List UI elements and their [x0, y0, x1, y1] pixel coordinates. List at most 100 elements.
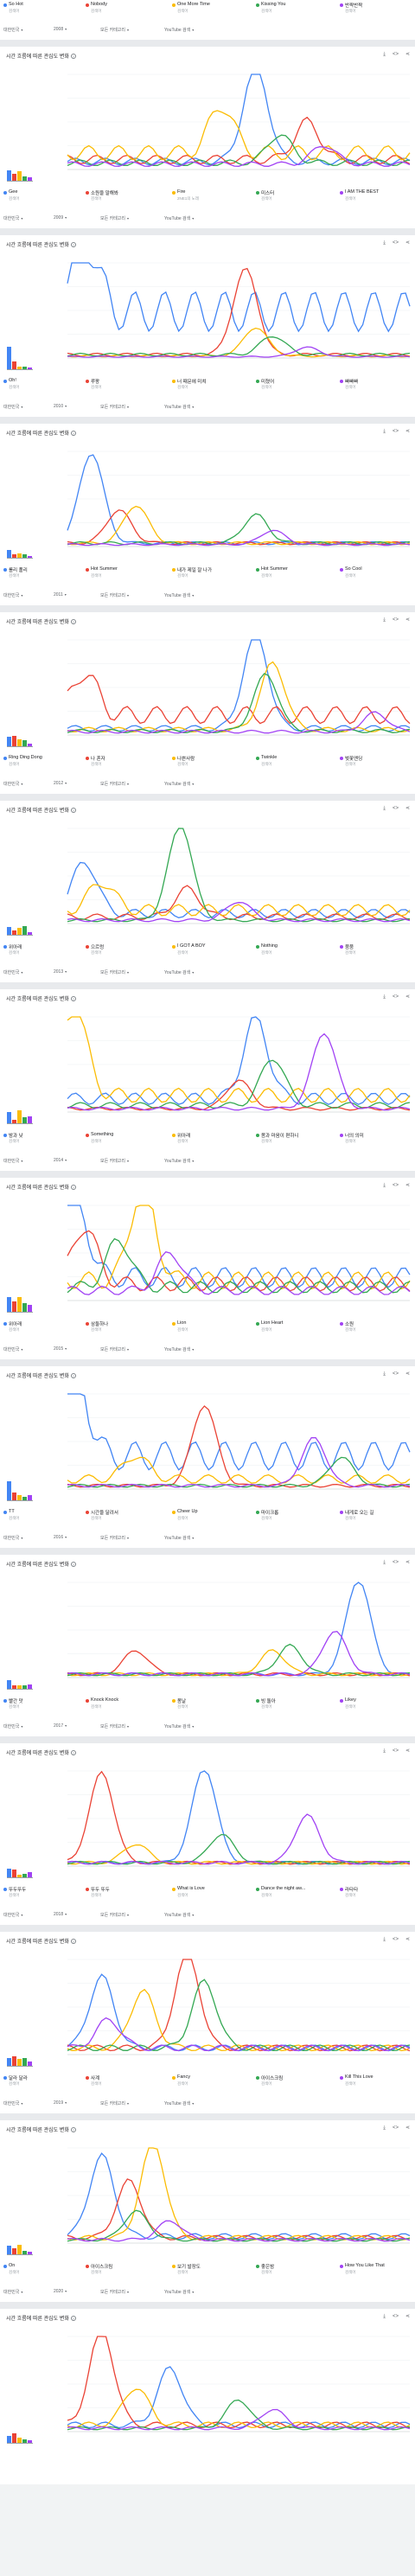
help-icon[interactable]: ? — [70, 1939, 76, 1945]
category-select[interactable]: 모든 카테고리 ▾ — [100, 970, 130, 975]
download-icon[interactable]: ⤓ — [383, 1937, 386, 1942]
embed-icon[interactable]: <> — [392, 806, 399, 811]
share-icon[interactable]: ⋖ — [405, 2314, 410, 2319]
category-select[interactable]: 모든 카테고리 ▾ — [100, 216, 130, 221]
search-type-select[interactable]: YouTube 검색 ▾ — [164, 28, 195, 33]
search-type-select[interactable]: YouTube 검색 ▾ — [164, 405, 195, 410]
region-select[interactable]: 대한민국 ▾ — [3, 1913, 23, 1918]
share-icon[interactable]: ⋖ — [405, 1371, 410, 1377]
download-icon[interactable]: ⤓ — [383, 2314, 386, 2319]
region-select[interactable]: 대한민국 ▾ — [3, 28, 23, 33]
region-select[interactable]: 대한민국 ▾ — [3, 216, 23, 221]
year-select[interactable]: 2014 ▾ — [54, 1158, 67, 1163]
embed-icon[interactable]: <> — [392, 617, 399, 623]
search-type-select[interactable]: YouTube 검색 ▾ — [164, 1536, 195, 1541]
year-select[interactable]: 2009 ▾ — [54, 215, 67, 221]
help-icon[interactable]: ? — [70, 1185, 76, 1191]
year-select[interactable]: 2019 ▾ — [54, 2100, 67, 2106]
region-select[interactable]: 대한민국 ▾ — [3, 405, 23, 410]
share-icon[interactable]: ⋖ — [405, 1183, 410, 1188]
category-select[interactable]: 모든 카테고리 ▾ — [100, 2290, 130, 2295]
embed-icon[interactable]: <> — [392, 1748, 399, 1754]
search-type-select[interactable]: YouTube 검색 ▾ — [164, 782, 195, 787]
search-type-select[interactable]: YouTube 검색 ▾ — [164, 2290, 195, 2295]
region-select[interactable]: 대한민국 ▾ — [3, 593, 23, 598]
search-type-select[interactable]: YouTube 검색 ▾ — [164, 2101, 195, 2106]
share-icon[interactable]: ⋖ — [405, 240, 410, 246]
year-select[interactable]: 2008 ▾ — [54, 27, 67, 32]
embed-icon[interactable]: <> — [392, 2314, 399, 2319]
category-select[interactable]: 모든 카테고리 ▾ — [100, 2101, 130, 2106]
year-select[interactable]: 2011 ▾ — [54, 592, 67, 598]
search-type-select[interactable]: YouTube 검색 ▾ — [164, 1913, 195, 1918]
region-select[interactable]: 대한민국 ▾ — [3, 782, 23, 787]
embed-icon[interactable]: <> — [392, 994, 399, 1000]
share-icon[interactable]: ⋖ — [405, 2125, 410, 2131]
region-select[interactable]: 대한민국 ▾ — [3, 2290, 23, 2295]
help-icon[interactable]: ? — [70, 2316, 76, 2322]
search-type-select[interactable]: YouTube 검색 ▾ — [164, 593, 195, 598]
search-type-select[interactable]: YouTube 검색 ▾ — [164, 970, 195, 975]
download-icon[interactable]: ⤓ — [383, 617, 386, 623]
embed-icon[interactable]: <> — [392, 240, 399, 246]
region-select[interactable]: 대한민국 ▾ — [3, 970, 23, 975]
category-select[interactable]: 모든 카테고리 ▾ — [100, 593, 130, 598]
share-icon[interactable]: ⋖ — [405, 52, 410, 57]
share-icon[interactable]: ⋖ — [405, 806, 410, 811]
embed-icon[interactable]: <> — [392, 1937, 399, 1942]
help-icon[interactable]: ? — [70, 54, 76, 60]
year-select[interactable]: 2012 ▾ — [54, 781, 67, 786]
download-icon[interactable]: ⤓ — [383, 52, 386, 57]
help-icon[interactable]: ? — [70, 431, 76, 437]
search-type-select[interactable]: YouTube 검색 ▾ — [164, 1159, 195, 1164]
embed-icon[interactable]: <> — [392, 1371, 399, 1377]
category-select[interactable]: 모든 카테고리 ▾ — [100, 1913, 130, 1918]
download-icon[interactable]: ⤓ — [383, 806, 386, 811]
download-icon[interactable]: ⤓ — [383, 240, 386, 246]
embed-icon[interactable]: <> — [392, 2125, 399, 2131]
category-select[interactable]: 모든 카테고리 ▾ — [100, 405, 130, 410]
share-icon[interactable]: ⋖ — [405, 994, 410, 1000]
embed-icon[interactable]: <> — [392, 1183, 399, 1188]
help-icon[interactable]: ? — [70, 1562, 76, 1568]
download-icon[interactable]: ⤓ — [383, 1183, 386, 1188]
category-select[interactable]: 모든 카테고리 ▾ — [100, 782, 130, 787]
region-select[interactable]: 대한민국 ▾ — [3, 1536, 23, 1541]
year-select[interactable]: 2020 ▾ — [54, 2289, 67, 2294]
year-select[interactable]: 2015 ▾ — [54, 1346, 67, 1352]
region-select[interactable]: 대한민국 ▾ — [3, 1347, 23, 1352]
download-icon[interactable]: ⤓ — [383, 1371, 386, 1377]
help-icon[interactable]: ? — [70, 1750, 76, 1756]
category-select[interactable]: 모든 카테고리 ▾ — [100, 28, 130, 33]
download-icon[interactable]: ⤓ — [383, 429, 386, 434]
share-icon[interactable]: ⋖ — [405, 1937, 410, 1942]
help-icon[interactable]: ? — [70, 996, 76, 1002]
year-select[interactable]: 2013 ▾ — [54, 969, 67, 975]
share-icon[interactable]: ⋖ — [405, 1560, 410, 1565]
year-select[interactable]: 2017 ▾ — [54, 1723, 67, 1729]
help-icon[interactable]: ? — [70, 1373, 76, 1379]
share-icon[interactable]: ⋖ — [405, 429, 410, 434]
help-icon[interactable]: ? — [70, 808, 76, 814]
region-select[interactable]: 대한민국 ▾ — [3, 1159, 23, 1164]
embed-icon[interactable]: <> — [392, 52, 399, 57]
year-select[interactable]: 2010 ▾ — [54, 404, 67, 409]
help-icon[interactable]: ? — [70, 242, 76, 248]
embed-icon[interactable]: <> — [392, 429, 399, 434]
year-select[interactable]: 2018 ▾ — [54, 1912, 67, 1917]
region-select[interactable]: 대한민국 ▾ — [3, 2101, 23, 2106]
category-select[interactable]: 모든 카테고리 ▾ — [100, 1536, 130, 1541]
share-icon[interactable]: ⋖ — [405, 1748, 410, 1754]
download-icon[interactable]: ⤓ — [383, 1560, 386, 1565]
region-select[interactable]: 대한민국 ▾ — [3, 1724, 23, 1729]
download-icon[interactable]: ⤓ — [383, 1748, 386, 1754]
download-icon[interactable]: ⤓ — [383, 994, 386, 1000]
year-select[interactable]: 2016 ▾ — [54, 1535, 67, 1540]
share-icon[interactable]: ⋖ — [405, 617, 410, 623]
category-select[interactable]: 모든 카테고리 ▾ — [100, 1347, 130, 1352]
embed-icon[interactable]: <> — [392, 1560, 399, 1565]
help-icon[interactable]: ? — [70, 2127, 76, 2133]
search-type-select[interactable]: YouTube 검색 ▾ — [164, 1724, 195, 1729]
download-icon[interactable]: ⤓ — [383, 2125, 386, 2131]
search-type-select[interactable]: YouTube 검색 ▾ — [164, 1347, 195, 1352]
